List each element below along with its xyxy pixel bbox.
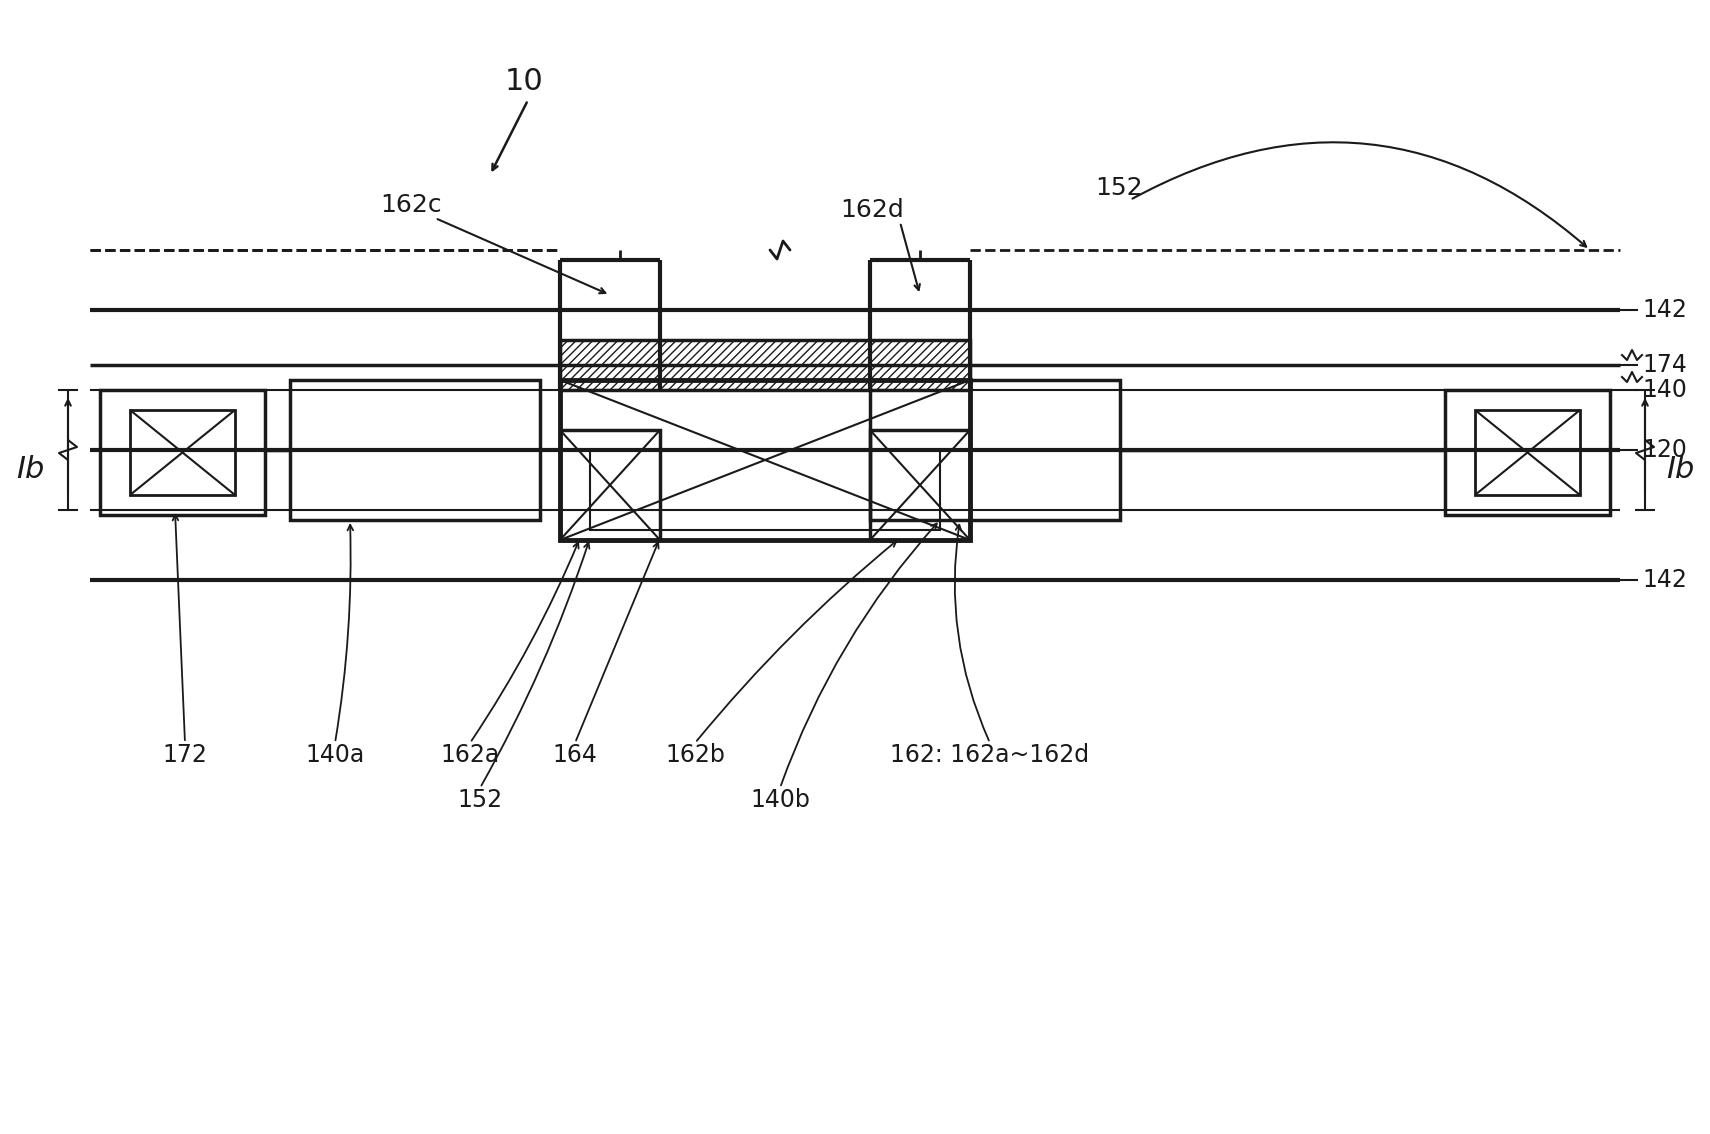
- Text: 162d: 162d: [840, 198, 905, 222]
- Text: 162b: 162b: [665, 743, 725, 767]
- Text: Ib: Ib: [15, 456, 44, 484]
- Text: Ib: Ib: [1666, 456, 1695, 484]
- Text: 142: 142: [1642, 298, 1686, 322]
- Bar: [559, 380, 970, 540]
- Text: 10: 10: [504, 68, 544, 96]
- Bar: [130, 411, 234, 496]
- Bar: [590, 450, 940, 530]
- Text: 152: 152: [1094, 176, 1142, 200]
- Text: 140a: 140a: [306, 743, 364, 767]
- Text: 164: 164: [552, 743, 597, 767]
- Text: 140b: 140b: [751, 788, 811, 812]
- Text: 120: 120: [1642, 438, 1686, 462]
- Text: 142: 142: [1642, 568, 1686, 592]
- Text: 162c: 162c: [380, 193, 441, 217]
- Bar: [1476, 411, 1580, 496]
- Bar: [1445, 390, 1611, 515]
- Text: 140: 140: [1642, 378, 1686, 401]
- Text: 174: 174: [1642, 353, 1686, 376]
- Bar: [559, 430, 660, 540]
- Bar: [559, 340, 970, 390]
- Bar: [291, 380, 540, 521]
- Text: 162: 162a~162d: 162: 162a~162d: [891, 743, 1089, 767]
- Bar: [870, 430, 970, 540]
- Bar: [870, 380, 1120, 521]
- Text: 172: 172: [162, 743, 207, 767]
- Text: 162a: 162a: [441, 743, 499, 767]
- Bar: [99, 390, 265, 515]
- Text: 152: 152: [458, 788, 503, 812]
